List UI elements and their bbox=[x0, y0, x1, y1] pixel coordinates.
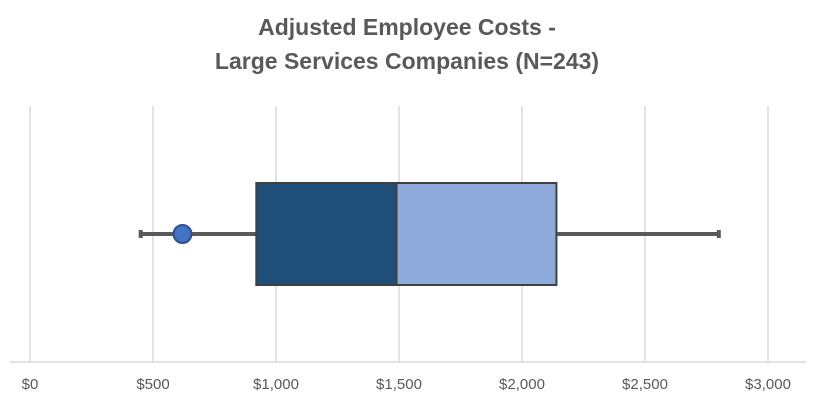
mean-marker bbox=[172, 224, 193, 244]
chart-title-line-1: Adjusted Employee Costs - bbox=[258, 14, 556, 40]
x-tick-label-6: $3,000 bbox=[745, 376, 791, 393]
chart-title-line-2: Large Services Companies (N=243) bbox=[214, 48, 600, 74]
x-tick-label-2: $1,000 bbox=[253, 376, 299, 393]
chart-title: Adjusted Employee Costs - Large Services… bbox=[0, 10, 814, 78]
x-tick-label-4: $2,000 bbox=[499, 376, 545, 393]
x-tick-label-0: $0 bbox=[22, 376, 39, 393]
x-tick-label-5: $2,500 bbox=[622, 376, 668, 393]
x-tick-label-1: $500 bbox=[136, 376, 169, 393]
lower-box-q1-median bbox=[255, 182, 398, 286]
x-tick-label-3: $1,500 bbox=[376, 376, 422, 393]
upper-box-median-q3 bbox=[395, 182, 558, 286]
